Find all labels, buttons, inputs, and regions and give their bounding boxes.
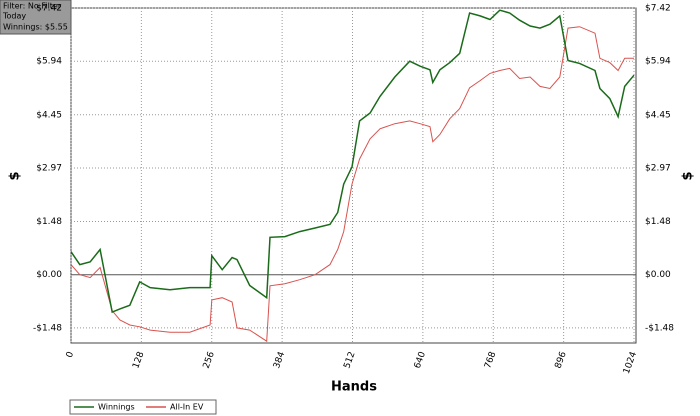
x-tick-label: 0 xyxy=(65,350,76,359)
info-line: Filter: No Filter xyxy=(3,2,62,11)
y-tick-label: $7.42 xyxy=(36,4,62,14)
x-tick-label: 384 xyxy=(272,350,287,370)
x-axis-title: Hands xyxy=(331,380,377,395)
y2-tick-label: $2.97 xyxy=(645,163,671,173)
y2-tick-label: $4.45 xyxy=(645,110,671,120)
y-tick-label: -$1.48 xyxy=(33,323,62,333)
y-tick-label: $1.48 xyxy=(36,217,62,227)
legend xyxy=(69,399,217,415)
y-tick-label: $0.00 xyxy=(36,270,62,280)
x-tick-label: 768 xyxy=(483,350,498,370)
x-tick-label: 256 xyxy=(202,350,217,370)
info-line: Today xyxy=(2,12,26,21)
series-line xyxy=(71,9,635,314)
y2-tick-label: $0.00 xyxy=(645,270,671,280)
y2-tick-label: -$1.48 xyxy=(645,323,674,333)
y-tick-label: $4.45 xyxy=(36,110,62,120)
x-tick-label: 128 xyxy=(131,350,146,370)
legend-label: Winnings xyxy=(98,403,135,412)
x-tick-label: 896 xyxy=(554,350,569,370)
info-line: Winnings: $5.55 xyxy=(3,23,68,32)
grid xyxy=(70,7,636,343)
y-tick-label: $5.94 xyxy=(36,57,62,67)
series-line xyxy=(71,26,634,343)
y2-tick-label: $7.42 xyxy=(645,4,671,14)
x-tick-label: 512 xyxy=(342,350,357,370)
plot-area xyxy=(70,7,637,344)
y-tick-label: $2.97 xyxy=(36,163,62,173)
legend-label: All-In EV xyxy=(170,403,204,412)
series-group xyxy=(71,9,635,343)
x-tick-label: 1024 xyxy=(622,350,639,375)
x-tick-label: 640 xyxy=(413,350,428,370)
y2-axis-title: $ xyxy=(681,171,696,180)
y-axis-title: $ xyxy=(8,171,23,180)
y2-tick-label: $5.94 xyxy=(645,57,671,67)
y2-tick-label: $1.48 xyxy=(645,217,671,227)
info-box xyxy=(0,0,72,35)
